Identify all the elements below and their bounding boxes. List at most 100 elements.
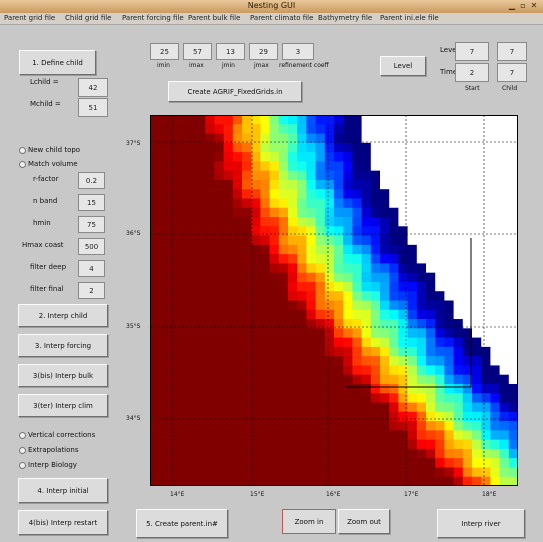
- heatmap-cell: [481, 133, 491, 144]
- child-level-field[interactable]: 7: [497, 42, 527, 61]
- heatmap-cell: [389, 189, 399, 200]
- heatmap-cell: [269, 198, 280, 209]
- minimize-icon[interactable]: ▁: [508, 1, 516, 10]
- heatmap-cell: [398, 198, 409, 209]
- interp-initial-button[interactable]: 4. Interp initial: [18, 478, 108, 503]
- heatmap-cell: [159, 411, 169, 422]
- option-field[interactable]: 500: [78, 238, 105, 255]
- heatmap-cell: [361, 309, 372, 320]
- heatmap-cell: [196, 263, 206, 274]
- start-time-field[interactable]: 2: [455, 63, 489, 82]
- option-field[interactable]: 0.2: [78, 172, 105, 189]
- heatmap-cell: [315, 393, 326, 404]
- define-child-button[interactable]: 1. Define child: [19, 50, 96, 75]
- heatmap-cell: [444, 383, 455, 394]
- menu-parent-climato[interactable]: Parent climato file: [250, 14, 314, 22]
- heatmap-cell: [260, 467, 271, 478]
- heatmap-cell: [462, 133, 473, 144]
- heatmap-cell: [159, 198, 169, 209]
- heatmap-cell: [508, 254, 518, 265]
- start-level-field[interactable]: 7: [455, 42, 489, 61]
- create-parent-button[interactable]: 5. Create parent.in#: [136, 509, 228, 538]
- heatmap-cell: [462, 281, 473, 292]
- menu-child-grid[interactable]: Child grid file: [65, 14, 112, 22]
- interp-bulk-button[interactable]: 3(bis) Interp bulk: [18, 364, 108, 387]
- heatmap-cell: [481, 448, 491, 459]
- menu-parent-bulk[interactable]: Parent bulk file: [188, 14, 241, 22]
- heatmap-cell: [407, 421, 418, 431]
- create-agrif-button[interactable]: Create AGRIF_FixedGrids.in: [168, 81, 302, 102]
- heatmap-cell: [453, 124, 464, 135]
- heatmap-cell: [508, 337, 518, 348]
- maximize-icon[interactable]: ▫: [520, 1, 526, 10]
- heatmap-cell: [380, 115, 390, 125]
- option-field[interactable]: 75: [78, 216, 105, 233]
- heatmap-cell: [370, 467, 381, 478]
- interp-biology-label: Interp Biology: [28, 461, 77, 469]
- option-field[interactable]: 4: [78, 260, 105, 277]
- imax-field[interactable]: 57: [183, 43, 212, 60]
- close-icon[interactable]: ✕: [530, 1, 538, 10]
- heatmap-cell: [232, 346, 243, 357]
- heatmap-cell: [398, 346, 409, 357]
- heatmap-cell: [269, 124, 280, 135]
- interp-climato-button[interactable]: 3(ter) Interp clim: [18, 394, 108, 417]
- bathymetry-plot[interactable]: [150, 115, 518, 486]
- zoom-in-button[interactable]: Zoom in: [282, 509, 336, 534]
- heatmap-cell: [416, 161, 427, 172]
- heatmap-cell: [288, 365, 298, 376]
- heatmap-cell: [389, 402, 399, 413]
- vertical-corrections-radio[interactable]: Vertical corrections: [19, 431, 95, 439]
- new-child-topo-radio[interactable]: New child topo: [19, 146, 80, 154]
- heatmap-cell: [168, 281, 179, 292]
- heatmap-cell: [334, 328, 344, 339]
- heatmap-cell: [232, 337, 243, 348]
- heatmap-cell: [232, 430, 243, 441]
- heatmap-cell: [159, 365, 169, 376]
- option-field[interactable]: 2: [78, 282, 105, 299]
- heatmap-cell: [490, 458, 501, 469]
- option-field[interactable]: 15: [78, 194, 105, 211]
- heatmap-cell: [214, 383, 225, 394]
- heatmap-cell: [380, 430, 390, 441]
- heatmap-cell: [269, 448, 280, 459]
- menu-parent-ini[interactable]: Parent ini.ele file: [380, 14, 439, 22]
- heatmap-cell: [490, 263, 501, 274]
- heatmap-cell: [398, 383, 409, 394]
- heatmap-cell: [242, 217, 252, 227]
- refinement-field[interactable]: 3: [282, 43, 314, 60]
- heatmap-cell: [260, 309, 271, 320]
- level-button[interactable]: Level: [380, 56, 426, 76]
- jmax-field[interactable]: 29: [249, 43, 278, 60]
- jmin-field[interactable]: 13: [216, 43, 245, 60]
- heatmap-cell: [435, 244, 445, 255]
- heatmap-cell: [462, 207, 473, 218]
- mchild-field[interactable]: 51: [78, 98, 108, 117]
- lchild-field[interactable]: 42: [78, 78, 108, 97]
- heatmap-cell: [343, 207, 353, 218]
- menu-parent-grid[interactable]: Parent grid file: [4, 14, 56, 22]
- interp-child-button[interactable]: 2. Interp child: [18, 304, 108, 327]
- match-volume-radio[interactable]: Match volume: [19, 160, 78, 168]
- child-time-field[interactable]: 7: [497, 63, 527, 82]
- heatmap-cell: [251, 448, 261, 459]
- interp-biology-radio[interactable]: Interp Biology: [19, 461, 77, 469]
- heatmap-cell: [490, 448, 501, 459]
- extrapolations-radio[interactable]: Extrapolations: [19, 446, 79, 454]
- heatmap-cell: [306, 328, 317, 339]
- heatmap-cell: [186, 198, 197, 209]
- heatmap-cell: [315, 244, 326, 255]
- heatmap-cell: [251, 430, 261, 441]
- zoom-out-button[interactable]: Zoom out: [338, 509, 390, 534]
- interp-river-button[interactable]: Interp river: [437, 509, 525, 538]
- menu-bathymetry[interactable]: Bathymetry file: [318, 14, 373, 22]
- refinement-label: refinement coeff: [279, 62, 329, 69]
- menu-parent-forcing[interactable]: Parent forcing file: [122, 14, 184, 22]
- heatmap-cell: [278, 207, 289, 218]
- heatmap-cell: [444, 346, 455, 357]
- interp-restart-button[interactable]: 4(bis) Interp restart: [18, 510, 108, 535]
- heatmap-cell: [278, 226, 289, 237]
- interp-forcing-button[interactable]: 3. Interp forcing: [18, 334, 108, 357]
- imin-field[interactable]: 25: [150, 43, 179, 60]
- heatmap-cell: [407, 439, 418, 450]
